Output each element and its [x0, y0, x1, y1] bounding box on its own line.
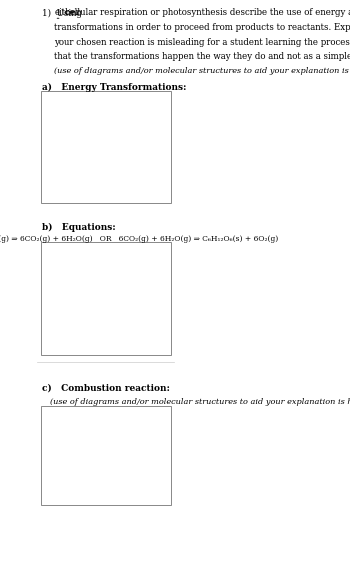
- Text: 1)  Using: 1) Using: [42, 8, 85, 17]
- Text: that the transformations happen the way they do and not as a simple combustion r: that the transformations happen the way …: [54, 52, 350, 61]
- Text: a)   Energy Transformations:: a) Energy Transformations:: [42, 83, 187, 92]
- Text: either: either: [54, 8, 80, 17]
- Bar: [41, 406, 171, 505]
- Bar: [41, 91, 171, 203]
- Bar: [41, 242, 171, 355]
- Text: your chosen reaction is misleading for a student learning the process, and also : your chosen reaction is misleading for a…: [54, 38, 350, 47]
- Text: transformations in order to proceed from products to reactants. Explain why the : transformations in order to proceed from…: [54, 23, 350, 32]
- Text: C₆H₁₂O₆(s) + 6O₂(g) ⇒ 6CO₂(g) + 6H₂O(g)   OR   6CO₂(g) + 6H₂O(g) ⇒ C₆H₁₂O₆(s) + : C₆H₁₂O₆(s) + 6O₂(g) ⇒ 6CO₂(g) + 6H₂O(g) …: [0, 235, 278, 243]
- Text: cellular respiration or photosynthesis describe the use of energy and its: cellular respiration or photosynthesis d…: [62, 8, 350, 17]
- Text: (use of diagrams and/or molecular structures to aid your explanation is highly e: (use of diagrams and/or molecular struct…: [50, 398, 350, 406]
- Text: (use of diagrams and/or molecular structures to aid your explanation is highly e: (use of diagrams and/or molecular struct…: [54, 67, 350, 75]
- Text: b)   Equations:: b) Equations:: [42, 223, 116, 232]
- Text: c)   Combustion reaction:: c) Combustion reaction:: [42, 384, 170, 393]
